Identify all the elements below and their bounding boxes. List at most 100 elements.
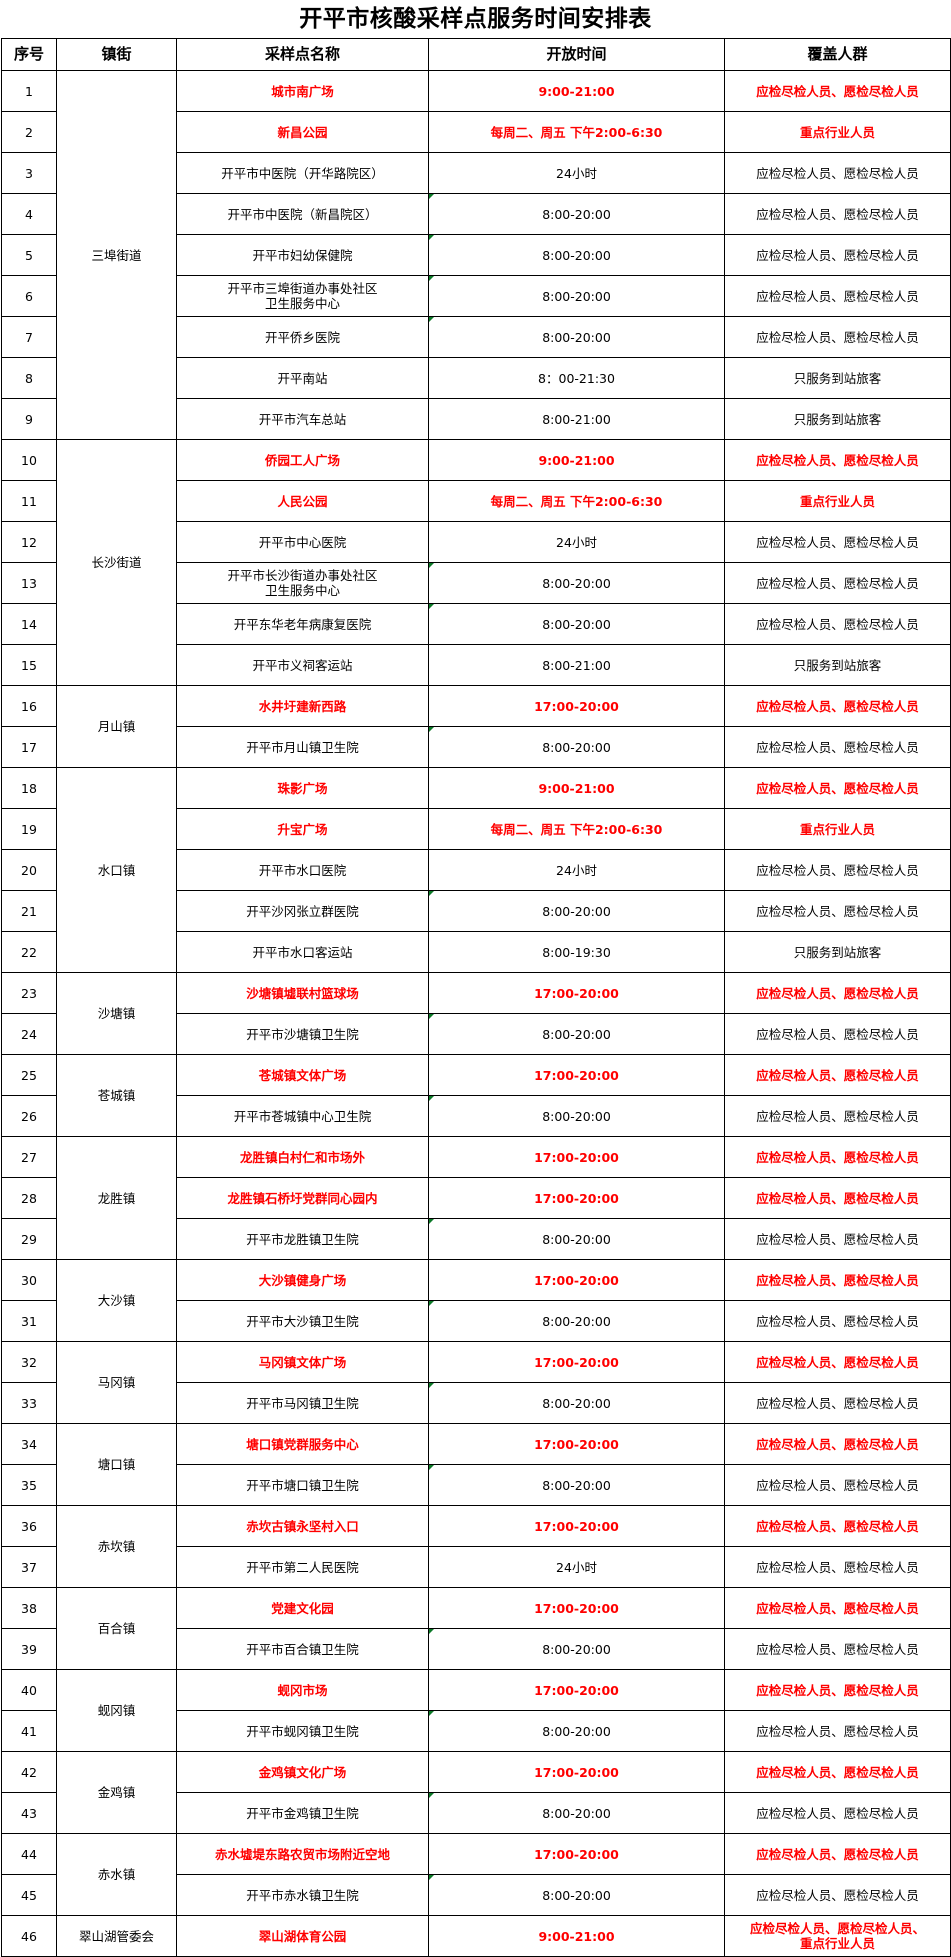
- cell-town: 百合镇: [56, 1587, 177, 1670]
- cell-seq: 32: [1, 1341, 57, 1383]
- cell-seq: 13: [1, 562, 57, 604]
- cell-open-time: 每周二、周五 下午2:00-6:30: [428, 808, 725, 850]
- page-title: 开平市核酸采样点服务时间安排表: [299, 5, 652, 32]
- cell-open-time: 8:00-20:00: [428, 234, 725, 276]
- cell-site-name: 人民公园: [176, 480, 429, 522]
- cell-open-time: 每周二、周五 下午2:00-6:30: [428, 480, 725, 522]
- cell-open-time: 8:00-20:00: [428, 1218, 725, 1260]
- cell-site-name: 马冈镇文体广场: [176, 1341, 429, 1383]
- cell-seq: 21: [1, 890, 57, 932]
- cell-site-name: 翠山湖体育公园: [176, 1915, 429, 1957]
- cell-town: 沙塘镇: [56, 972, 177, 1055]
- cell-town: 蚬冈镇: [56, 1669, 177, 1752]
- cell-open-time: 17:00-20:00: [428, 1423, 725, 1465]
- cell-open-time: 8:00-20:00: [428, 1382, 725, 1424]
- cell-seq: 31: [1, 1300, 57, 1342]
- cell-covered-group: 应检尽检人员、愿检尽检人员: [724, 1423, 951, 1465]
- table-row: 45 开平市赤水镇卫生院 8:00-20:00 应检尽检人员、愿检尽检人员: [1, 1874, 951, 1916]
- table-row: 42 金鸡镇 金鸡镇文化广场 17:00-20:00 应检尽检人员、愿检尽检人员: [1, 1751, 951, 1834]
- cell-open-time: 17:00-20:00: [428, 1505, 725, 1547]
- cell-seq: 7: [1, 316, 57, 358]
- cell-site-name: 开平东华老年病康复医院: [176, 603, 429, 645]
- cell-open-time: 8:00-20:00: [428, 1792, 725, 1834]
- column-header-seq: 序号: [1, 38, 57, 71]
- cell-seq: 4: [1, 193, 57, 235]
- cell-seq: 45: [1, 1874, 57, 1916]
- cell-seq: 43: [1, 1792, 57, 1834]
- cell-open-time: 9:00-21:00: [428, 70, 725, 112]
- cell-seq: 22: [1, 931, 57, 973]
- cell-site-name: 水井圩建新西路: [176, 685, 429, 727]
- cell-open-time: 17:00-20:00: [428, 1587, 725, 1629]
- cell-covered-group: 应检尽检人员、愿检尽检人员: [724, 1505, 951, 1547]
- cell-open-time: 17:00-20:00: [428, 1054, 725, 1096]
- cell-seq: 12: [1, 521, 57, 563]
- cell-site-name: 开平市月山镇卫生院: [176, 726, 429, 768]
- cell-covered-group: 应检尽检人员、愿检尽检人员: [724, 1874, 951, 1916]
- cell-open-time: 8:00-20:00: [428, 562, 725, 604]
- cell-seq: 26: [1, 1095, 57, 1137]
- cell-site-name: 苍城镇文体广场: [176, 1054, 429, 1096]
- table-row: 30 大沙镇 大沙镇健身广场 17:00-20:00 应检尽检人员、愿检尽检人员: [1, 1259, 951, 1342]
- cell-open-time: 每周二、周五 下午2:00-6:30: [428, 111, 725, 153]
- cell-covered-group: 应检尽检人员、愿检尽检人员: [724, 767, 951, 809]
- cell-site-name: 开平市金鸡镇卫生院: [176, 1792, 429, 1834]
- cell-open-time: 8:00-20:00: [428, 1300, 725, 1342]
- table-row: 3 开平市中医院（开华路院区） 24小时 应检尽检人员、愿检尽检人员: [1, 152, 951, 194]
- cell-open-time: 8:00-21:00: [428, 644, 725, 686]
- cell-covered-group: 应检尽检人员、愿检尽检人员: [724, 1259, 951, 1301]
- cell-covered-group: 重点行业人员: [724, 480, 951, 522]
- cell-seq: 30: [1, 1259, 57, 1301]
- cell-open-time: 8:00-20:00: [428, 890, 725, 932]
- table-row: 10 长沙街道 侨园工人广场 9:00-21:00 应检尽检人员、愿检尽检人员: [1, 439, 951, 686]
- cell-seq: 5: [1, 234, 57, 276]
- table-row: 36 赤坎镇 赤坎古镇永坚村入口 17:00-20:00 应检尽检人员、愿检尽检人员: [1, 1505, 951, 1588]
- cell-town: 月山镇: [56, 685, 177, 768]
- table-row: 39 开平市百合镇卫生院 8:00-20:00 应检尽检人员、愿检尽检人员: [1, 1628, 951, 1670]
- cell-site-name: 开平市中医院（开华路院区）: [176, 152, 429, 194]
- table-row: 43 开平市金鸡镇卫生院 8:00-20:00 应检尽检人员、愿检尽检人员: [1, 1792, 951, 1834]
- cell-covered-group: 应检尽检人员、愿检尽检人员: [724, 152, 951, 194]
- cell-seq: 24: [1, 1013, 57, 1055]
- cell-open-time: 9:00-21:00: [428, 767, 725, 809]
- cell-open-time: 9:00-21:00: [428, 439, 725, 481]
- cell-open-time: 24小时: [428, 152, 725, 194]
- header-row: 序号 镇街 采样点名称 开放时间 覆盖人群: [1, 38, 951, 71]
- table-row: 7 开平侨乡医院 8:00-20:00 应检尽检人员、愿检尽检人员: [1, 316, 951, 358]
- table-row: 31 开平市大沙镇卫生院 8:00-20:00 应检尽检人员、愿检尽检人员: [1, 1300, 951, 1342]
- cell-covered-group: 应检尽检人员、愿检尽检人员: [724, 890, 951, 932]
- cell-site-name: 珠影广场: [176, 767, 429, 809]
- cell-covered-group: 应检尽检人员、愿检尽检人员: [724, 1218, 951, 1260]
- cell-covered-group: 应检尽检人员、愿检尽检人员、 重点行业人员: [724, 1915, 951, 1957]
- cell-covered-group: 应检尽检人员、愿检尽检人员: [724, 1587, 951, 1629]
- cell-seq: 6: [1, 275, 57, 317]
- cell-town: 金鸡镇: [56, 1751, 177, 1834]
- cell-seq: 28: [1, 1177, 57, 1219]
- cell-covered-group: 应检尽检人员、愿检尽检人员: [724, 1751, 951, 1793]
- cell-covered-group: 应检尽检人员、愿检尽检人员: [724, 1833, 951, 1875]
- cell-site-name: 开平市中医院（新昌院区）: [176, 193, 429, 235]
- cell-seq: 46: [1, 1915, 57, 1957]
- cell-open-time: 8:00-20:00: [428, 193, 725, 235]
- cell-covered-group: 应检尽检人员、愿检尽检人员: [724, 972, 951, 1014]
- cell-seq: 2: [1, 111, 57, 153]
- cell-covered-group: 应检尽检人员、愿检尽检人员: [724, 1300, 951, 1342]
- cell-site-name: 开平市大沙镇卫生院: [176, 1300, 429, 1342]
- cell-seq: 23: [1, 972, 57, 1014]
- cell-covered-group: 应检尽检人员、愿检尽检人员: [724, 1136, 951, 1178]
- sampling-sites-table: 序号 镇街 采样点名称 开放时间 覆盖人群 1 三埠街道 城市南广场 9:00-21:…: [1, 38, 951, 1957]
- cell-town: 三埠街道: [56, 70, 177, 440]
- table-row: 1 三埠街道 城市南广场 9:00-21:00 应检尽检人员、愿检尽检人员: [1, 70, 951, 440]
- cell-open-time: 8:00-20:00: [428, 316, 725, 358]
- cell-site-name: 开平市第二人民医院: [176, 1546, 429, 1588]
- cell-site-name: 党建文化园: [176, 1587, 429, 1629]
- cell-open-time: 8：00-21:30: [428, 357, 725, 399]
- table-row: 19 升宝广场 每周二、周五 下午2:00-6:30 重点行业人员: [1, 808, 951, 850]
- cell-covered-group: 应检尽检人员、愿检尽检人员: [724, 1095, 951, 1137]
- table-header: 序号 镇街 采样点名称 开放时间 覆盖人群: [1, 38, 951, 71]
- cell-seq: 19: [1, 808, 57, 850]
- cell-site-name: 开平市长沙街道办事处社区 卫生服务中心: [176, 562, 429, 604]
- cell-site-name: 升宝广场: [176, 808, 429, 850]
- table-row: 34 塘口镇 塘口镇党群服务中心 17:00-20:00 应检尽检人员、愿检尽检人员: [1, 1423, 951, 1506]
- cell-covered-group: 应检尽检人员、愿检尽检人员: [724, 685, 951, 727]
